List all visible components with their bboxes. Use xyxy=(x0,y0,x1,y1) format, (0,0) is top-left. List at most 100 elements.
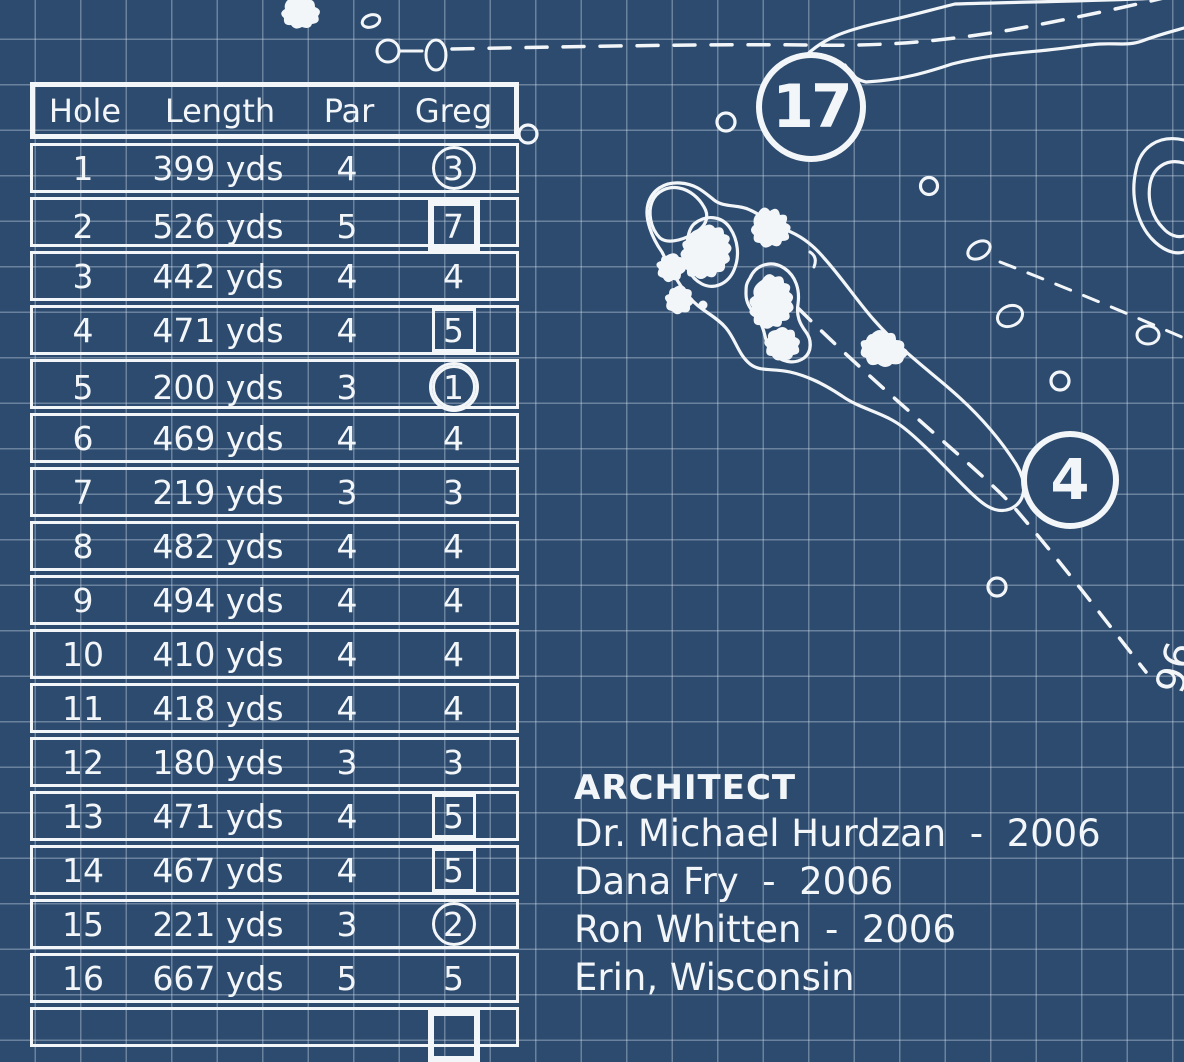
par-cell: 4 xyxy=(336,580,358,620)
score-marker-none: 4 xyxy=(443,526,464,566)
score-marker-circle: 2 xyxy=(431,902,476,946)
table-row: 1 399 yds 4 3 xyxy=(30,143,519,193)
score-marker-box: 5 xyxy=(431,794,476,838)
score-marker-none: 4 xyxy=(443,418,464,458)
score-cell: 4 xyxy=(391,524,516,568)
table-row: 10 410 yds 4 4 xyxy=(30,629,519,679)
hole-4-fairway xyxy=(645,181,1148,674)
bunker-icon xyxy=(656,207,908,367)
architect-line: Ron Whitten - 2006 xyxy=(574,908,956,951)
par-cell: 4 xyxy=(336,634,358,674)
par-cell: 5 xyxy=(336,206,358,246)
length-cell: 418 yds xyxy=(152,688,284,728)
score-cell xyxy=(391,1010,516,1062)
length-cell: 410 yds xyxy=(152,634,284,674)
par-cell: 4 xyxy=(336,526,358,566)
table-row: 6 469 yds 4 4 xyxy=(30,413,519,463)
par-cell: 3 xyxy=(336,904,358,944)
par-cell: 3 xyxy=(336,472,358,512)
score-cell: 4 xyxy=(391,254,516,298)
hole-4-centerline xyxy=(796,306,1148,674)
table-row: 9 494 yds 4 4 xyxy=(30,575,519,625)
par-cell: 3 xyxy=(336,742,358,782)
header-length: Length xyxy=(164,91,276,130)
table-row: 11 418 yds 4 4 xyxy=(30,683,519,733)
score-marker-none: 3 xyxy=(443,742,464,782)
hole-cell: 11 xyxy=(62,688,104,728)
hole-cell: 13 xyxy=(62,796,104,836)
hole-17-centerline xyxy=(450,0,1163,51)
par-cell: 4 xyxy=(336,148,358,188)
hole-cell: 7 xyxy=(72,472,94,512)
architect-block: ARCHITECT Dr. Michael Hurdzan - 2006 Dan… xyxy=(574,766,1101,1002)
score-marker-none: 3 xyxy=(443,472,464,512)
scorecard-rows: 1 399 yds 4 3 2 526 yds 5 7 3 442 yds 4 4 4 471 yds 4 5… xyxy=(30,143,519,1062)
hole-cell: 16 xyxy=(62,958,104,998)
hole-cell: 10 xyxy=(62,634,104,674)
par-cell: 5 xyxy=(336,958,358,998)
score-cell: 5 xyxy=(391,956,516,1000)
score-marker-circle: 3 xyxy=(431,146,476,190)
score-cell: 3 xyxy=(391,146,516,190)
table-row: 13 471 yds 4 5 xyxy=(30,791,519,841)
length-cell: 494 yds xyxy=(152,580,284,620)
hole-cell: 5 xyxy=(72,367,94,407)
score-marker-none: 4 xyxy=(443,580,464,620)
hole-cell: 2 xyxy=(72,206,94,246)
length-cell: 526 yds xyxy=(152,206,284,246)
score-marker-double-circle: 1 xyxy=(428,362,479,412)
score-marker-none: 4 xyxy=(443,688,464,728)
par-cell: 4 xyxy=(336,688,358,728)
score-cell: 3 xyxy=(391,740,516,784)
length-cell: 399 yds xyxy=(152,148,284,188)
score-marker-double-box xyxy=(427,1010,480,1062)
length-cell: 667 yds xyxy=(152,958,284,998)
tee-sightline xyxy=(966,239,1184,346)
hole-cell: 12 xyxy=(62,742,104,782)
length-cell: 219 yds xyxy=(152,472,284,512)
score-marker-box: 5 xyxy=(431,308,476,352)
hole-cell: 9 xyxy=(72,580,94,620)
scorecard-header: Hole Length Par Greg xyxy=(30,82,519,139)
table-row: 4 471 yds 4 5 xyxy=(30,305,519,355)
length-cell: 221 yds xyxy=(152,904,284,944)
hole-17-tees xyxy=(360,13,448,72)
tree-icon xyxy=(517,111,1071,598)
hole-cell: 6 xyxy=(72,418,94,458)
length-cell: 467 yds xyxy=(152,850,284,890)
score-cell: 7 xyxy=(391,200,516,252)
table-row: 8 482 yds 4 4 xyxy=(30,521,519,571)
course-map xyxy=(281,0,1184,674)
length-cell: 200 yds xyxy=(152,367,284,407)
score-marker-inner: 7 xyxy=(430,203,477,249)
hole-cell: 14 xyxy=(62,850,104,890)
architect-line: Dana Fry - 2006 xyxy=(574,860,894,903)
length-cell: 471 yds xyxy=(152,310,284,350)
table-row: 2 526 yds 5 7 xyxy=(30,197,519,252)
score-cell: 5 xyxy=(391,308,516,352)
score-cell: 5 xyxy=(391,794,516,838)
hole-cell: 3 xyxy=(72,256,94,296)
par-cell: 3 xyxy=(336,367,358,407)
hole-cell: 15 xyxy=(62,904,104,944)
score-cell: 4 xyxy=(391,686,516,730)
table-row: 5 200 yds 3 1 xyxy=(30,359,519,412)
corner-green xyxy=(1132,137,1184,255)
hole-17-fairway xyxy=(450,0,1184,84)
table-row: 7 219 yds 3 3 xyxy=(30,467,519,517)
table-row xyxy=(30,1007,519,1062)
score-marker-none: 5 xyxy=(443,958,464,998)
hole-cell: 1 xyxy=(72,148,94,188)
score-cell: 5 xyxy=(391,848,516,892)
architect-line: Dr. Michael Hurdzan - 2006 xyxy=(574,812,1101,855)
length-cell: 180 yds xyxy=(152,742,284,782)
length-cell: 469 yds xyxy=(152,418,284,458)
score-cell: 2 xyxy=(391,902,516,946)
par-cell: 4 xyxy=(336,850,358,890)
score-marker-box: 5 xyxy=(431,848,476,892)
score-cell: 4 xyxy=(391,632,516,676)
hole-cell: 4 xyxy=(72,310,94,350)
par-cell: 4 xyxy=(336,256,358,296)
header-par: Par xyxy=(323,91,375,130)
length-cell: 482 yds xyxy=(152,526,284,566)
